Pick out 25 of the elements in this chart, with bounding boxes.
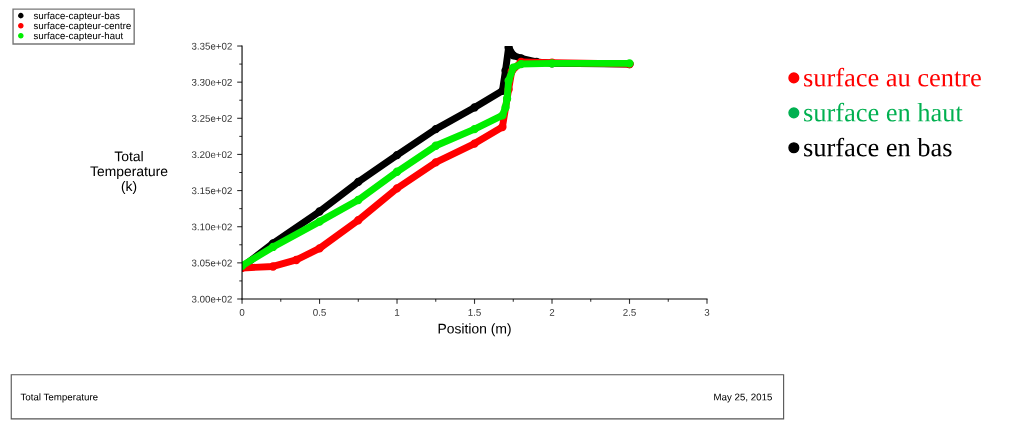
y-tick-label: 3.35e+02 [191, 42, 232, 50]
y-tick-label: 3.20e+02 [191, 151, 232, 159]
y-tick-label: 3.10e+02 [191, 223, 232, 231]
y-axis-title: Total Temperature (k) [90, 151, 168, 194]
text: surface en haut [804, 102, 963, 122]
legend-label: surface-capteur-bas [33, 11, 120, 22]
y-tick-label: 3.25e+02 [191, 115, 232, 122]
y-tick-label: 3.30e+02 [191, 78, 232, 86]
legend-label: surface-capteur-haut [33, 32, 124, 42]
text: surface en bas [804, 137, 952, 157]
x-tick-label: 0 [239, 308, 245, 316]
y-tick-label: 3.00e+02 [191, 295, 232, 303]
x-tick-label: 2.5 [623, 308, 636, 316]
x-axis-title: Position (m) [438, 323, 511, 337]
text: Total Temperature [20, 393, 98, 403]
legend-label: surface-capteur-centre [33, 22, 131, 32]
x-tick-label: 1.5 [468, 309, 481, 316]
text: May 25, 2015 [714, 393, 772, 403]
y-tick-label: 3.05e+02 [191, 259, 232, 267]
x-tick-label: 0.5 [313, 308, 326, 316]
text: surface au centre [804, 67, 981, 87]
y-tick-label: 3.15e+02 [191, 187, 232, 195]
x-tick-label: 3 [704, 308, 710, 316]
x-tick-label: 2 [549, 308, 555, 316]
x-tick-label: 1 [395, 309, 400, 316]
